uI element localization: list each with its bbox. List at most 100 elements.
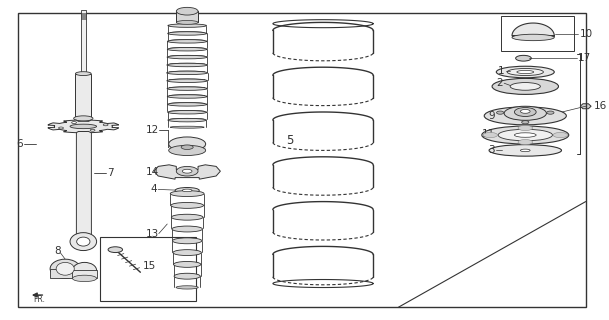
Ellipse shape <box>182 169 192 173</box>
Ellipse shape <box>108 247 122 252</box>
Ellipse shape <box>56 262 74 275</box>
Ellipse shape <box>70 233 97 251</box>
Bar <box>50 269 80 278</box>
Polygon shape <box>516 56 530 60</box>
Ellipse shape <box>498 129 552 141</box>
Text: 14: 14 <box>146 167 159 177</box>
Ellipse shape <box>167 55 207 59</box>
Bar <box>100 237 196 301</box>
Ellipse shape <box>174 273 200 279</box>
Ellipse shape <box>167 63 208 67</box>
Ellipse shape <box>521 109 530 113</box>
Text: 4: 4 <box>150 184 157 195</box>
Ellipse shape <box>170 118 205 120</box>
Ellipse shape <box>76 72 91 76</box>
Ellipse shape <box>521 149 530 152</box>
Ellipse shape <box>174 261 201 267</box>
Text: 3: 3 <box>488 145 495 155</box>
Text: 13: 13 <box>146 228 159 239</box>
Text: 8: 8 <box>54 246 61 256</box>
Ellipse shape <box>167 47 207 51</box>
Ellipse shape <box>510 83 540 90</box>
Ellipse shape <box>172 226 202 232</box>
Ellipse shape <box>169 71 205 73</box>
Ellipse shape <box>182 189 192 192</box>
Ellipse shape <box>167 32 206 35</box>
Ellipse shape <box>169 145 206 156</box>
Ellipse shape <box>181 145 193 149</box>
Ellipse shape <box>74 116 93 121</box>
Ellipse shape <box>553 132 568 138</box>
Ellipse shape <box>176 7 198 15</box>
Ellipse shape <box>170 110 205 113</box>
Ellipse shape <box>72 275 97 282</box>
Ellipse shape <box>170 102 205 105</box>
Bar <box>81 10 86 77</box>
Ellipse shape <box>170 55 205 57</box>
Bar <box>169 143 206 150</box>
Text: 2: 2 <box>496 78 503 88</box>
Text: 1: 1 <box>498 66 505 76</box>
Ellipse shape <box>50 259 80 278</box>
Ellipse shape <box>496 66 554 78</box>
Ellipse shape <box>515 133 536 137</box>
Ellipse shape <box>171 191 204 196</box>
Ellipse shape <box>176 20 198 24</box>
Ellipse shape <box>518 125 532 131</box>
Ellipse shape <box>492 78 558 94</box>
Ellipse shape <box>169 95 205 97</box>
Ellipse shape <box>175 250 200 254</box>
Ellipse shape <box>169 87 205 89</box>
Ellipse shape <box>168 118 206 122</box>
Ellipse shape <box>176 286 199 289</box>
Text: 11: 11 <box>482 129 495 140</box>
Ellipse shape <box>175 188 199 193</box>
Ellipse shape <box>167 87 207 90</box>
Ellipse shape <box>72 262 97 278</box>
Bar <box>501 16 574 51</box>
Ellipse shape <box>175 262 199 266</box>
Ellipse shape <box>90 129 95 131</box>
Bar <box>176 11 198 22</box>
Ellipse shape <box>172 238 202 244</box>
Ellipse shape <box>167 103 207 106</box>
Ellipse shape <box>175 274 199 277</box>
Ellipse shape <box>173 203 202 206</box>
Ellipse shape <box>516 55 531 61</box>
Ellipse shape <box>167 79 208 83</box>
Polygon shape <box>580 104 591 109</box>
Ellipse shape <box>482 126 569 144</box>
Ellipse shape <box>518 140 532 145</box>
Ellipse shape <box>70 124 97 129</box>
Ellipse shape <box>504 106 546 120</box>
Ellipse shape <box>522 121 529 124</box>
Ellipse shape <box>507 68 543 76</box>
Ellipse shape <box>515 108 536 116</box>
Polygon shape <box>512 23 554 36</box>
Ellipse shape <box>170 126 204 128</box>
Text: 10: 10 <box>580 28 593 39</box>
Ellipse shape <box>171 214 203 220</box>
Ellipse shape <box>167 40 207 43</box>
Ellipse shape <box>512 34 554 41</box>
Ellipse shape <box>174 238 200 242</box>
Bar <box>72 270 97 278</box>
Ellipse shape <box>168 24 206 27</box>
Text: FR.: FR. <box>33 295 45 304</box>
Ellipse shape <box>77 237 90 246</box>
Ellipse shape <box>174 227 200 230</box>
Ellipse shape <box>169 137 206 151</box>
Ellipse shape <box>169 63 205 65</box>
Text: 17: 17 <box>578 53 591 63</box>
Ellipse shape <box>174 215 201 218</box>
Ellipse shape <box>489 145 561 156</box>
Polygon shape <box>154 165 220 179</box>
Ellipse shape <box>167 71 208 75</box>
Text: 9: 9 <box>488 111 495 121</box>
Ellipse shape <box>167 110 206 114</box>
Bar <box>76 74 91 118</box>
Text: 6: 6 <box>16 139 23 149</box>
Ellipse shape <box>170 32 204 34</box>
Ellipse shape <box>169 79 205 81</box>
Text: 12: 12 <box>146 124 159 135</box>
